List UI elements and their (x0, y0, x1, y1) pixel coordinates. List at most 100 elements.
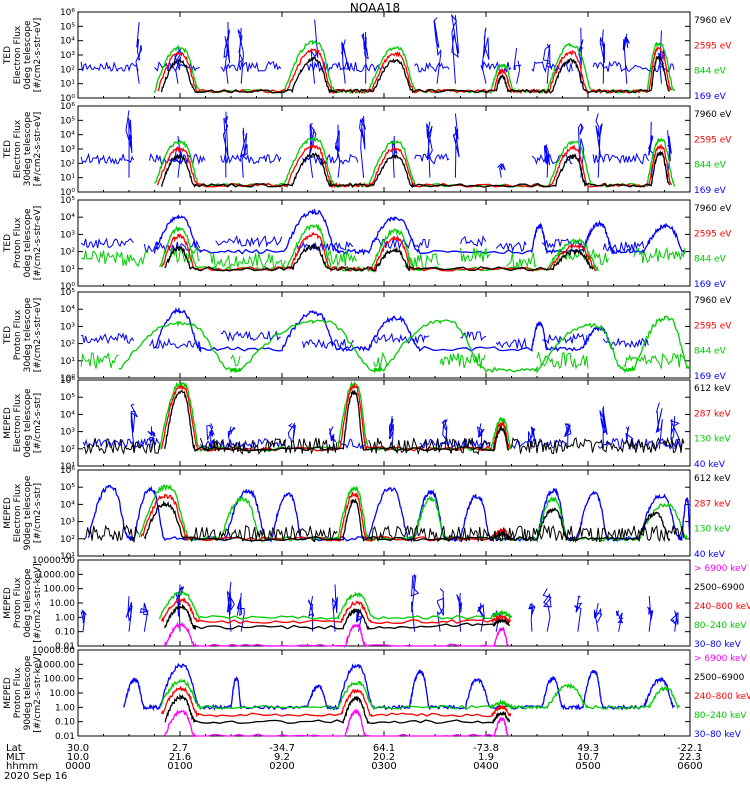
legend-entry: 130 keV (694, 525, 731, 535)
y-tick-label: 10⁴ (60, 213, 75, 223)
x-axis-hhmm-label: 0100 (167, 761, 193, 772)
series-844-ev (118, 315, 691, 374)
series-noise (495, 337, 527, 351)
y-tick-label: 10¹ (60, 80, 75, 90)
y-axis-label-line: MEPED (3, 587, 13, 619)
series-noise (215, 234, 283, 248)
series-peak (593, 602, 603, 632)
series-line (87, 484, 691, 543)
y-tick-label: 10⁵ (60, 116, 75, 126)
y-tick-label: 10³ (60, 428, 75, 438)
y-tick-label: 10⁴ (60, 37, 75, 47)
series-noise (404, 252, 440, 269)
series-7960-ev (160, 55, 670, 94)
series-noise (536, 351, 589, 370)
y-tick-label: 0.01 (55, 642, 75, 652)
series-noise (199, 437, 338, 455)
y-tick-label: 10⁰ (60, 188, 75, 198)
series-30-80-kev (123, 662, 676, 712)
series-612-kev (164, 389, 510, 452)
legend-entry: 287 keV (694, 409, 731, 419)
series-peak (543, 144, 551, 178)
series-169-ev (125, 110, 672, 178)
y-tick-label: 10⁶ (60, 102, 75, 112)
series-844-ev (80, 351, 685, 370)
y-tick-label: 10.00 (49, 599, 75, 609)
y-axis-label-line: TED (3, 326, 13, 345)
series-noise (82, 524, 139, 543)
legend-entry: 612 keV (694, 384, 731, 394)
series-612-kev (143, 497, 671, 542)
series-noise (148, 152, 206, 166)
series-2500-6900 (164, 603, 511, 631)
footer-label-lat: Lat (6, 743, 22, 754)
y-tick-label: 10² (60, 535, 75, 545)
y-axis-label-line: Electron Flux (13, 393, 23, 452)
x-axis-hhmm-label: 0600 (677, 761, 703, 772)
series-peak (125, 596, 133, 632)
y-tick-label: 10² (60, 159, 75, 169)
x-axis-mlt-label: 10.7 (576, 752, 600, 763)
legend-entry: 2500–6900 (694, 583, 745, 593)
legend-entry: 2595 eV (694, 41, 732, 51)
y-tick-label: 10⁶ (60, 466, 75, 476)
series-line (164, 708, 509, 738)
panel-5: 10¹ 10² 10³ 10⁴ 10⁵ 10⁶ MEPEDElectron Flux0deg… (3, 376, 731, 472)
series-peak (236, 592, 245, 632)
y-axis-label-line: Electron Flux (13, 119, 23, 178)
y-axis-label: TEDProton Flux30deg telescope[#/cm2-s-st… (3, 297, 43, 372)
series-peak (308, 596, 315, 632)
series-peak (222, 111, 229, 178)
series-peak (356, 610, 363, 632)
series-line (143, 497, 671, 542)
y-axis-label-line: TED (3, 234, 13, 253)
series-noise (414, 61, 450, 73)
legend-entry: 240–800 keV (694, 602, 750, 612)
series-peak (542, 588, 552, 632)
panel-8: 0.010.101.0010.00100.001000.0010000.00ME… (3, 646, 750, 742)
series-peak (647, 596, 654, 632)
footer-label-hhmm: hhmm (6, 761, 39, 772)
series-peak (655, 402, 663, 449)
series-peak (563, 422, 572, 449)
series-612-kev (82, 524, 685, 544)
y-tick-label: 10² (60, 445, 75, 455)
series-line (123, 662, 676, 712)
legend-entry: 30–80 keV (694, 730, 742, 740)
legend-entry: 2500–6900 (694, 673, 745, 683)
series-noise (81, 249, 149, 268)
panel-frame (77, 105, 691, 193)
series-844-ev (153, 40, 676, 95)
series-2595-ev (156, 142, 673, 190)
series-noise (307, 61, 385, 74)
series-line (164, 621, 509, 649)
y-axis-label-line: [#/cm2-s-str-eV] (33, 18, 43, 93)
x-axis-mlt-label: 20.2 (372, 752, 396, 763)
y-tick-label: 10000.00 (32, 556, 75, 566)
y-tick-label: 0.01 (55, 732, 75, 742)
series-80-240-kev (158, 590, 513, 621)
series-240-800-kev (160, 597, 512, 625)
legend-entry: > 6900 keV (694, 654, 748, 664)
y-axis-label-line: MEPED (3, 497, 13, 529)
legend-entry: 844 eV (694, 347, 727, 357)
series-noise (460, 247, 491, 263)
y-tick-label: 0.10 (55, 628, 75, 638)
series-noise (80, 152, 135, 166)
footer-label-mlt: MLT (6, 752, 25, 763)
series-noise (460, 331, 487, 342)
y-axis-label-line: [#/cm2-s-str-eV] (33, 112, 43, 187)
series--6900-kev (164, 708, 509, 738)
series-peak (147, 426, 156, 449)
series-2595-ev (157, 46, 673, 95)
series-line (164, 389, 510, 452)
series-noise (368, 524, 685, 544)
legend-entry: 40 keV (694, 550, 726, 560)
y-axis-label-line: Proton Flux (13, 667, 23, 718)
y-tick-label: 10³ (60, 230, 75, 240)
legend-entry: 2595 eV (694, 321, 732, 331)
series-peak (361, 32, 369, 84)
series-40-kev (130, 402, 680, 449)
series-169-ev (135, 13, 665, 84)
series-peak (341, 39, 350, 84)
